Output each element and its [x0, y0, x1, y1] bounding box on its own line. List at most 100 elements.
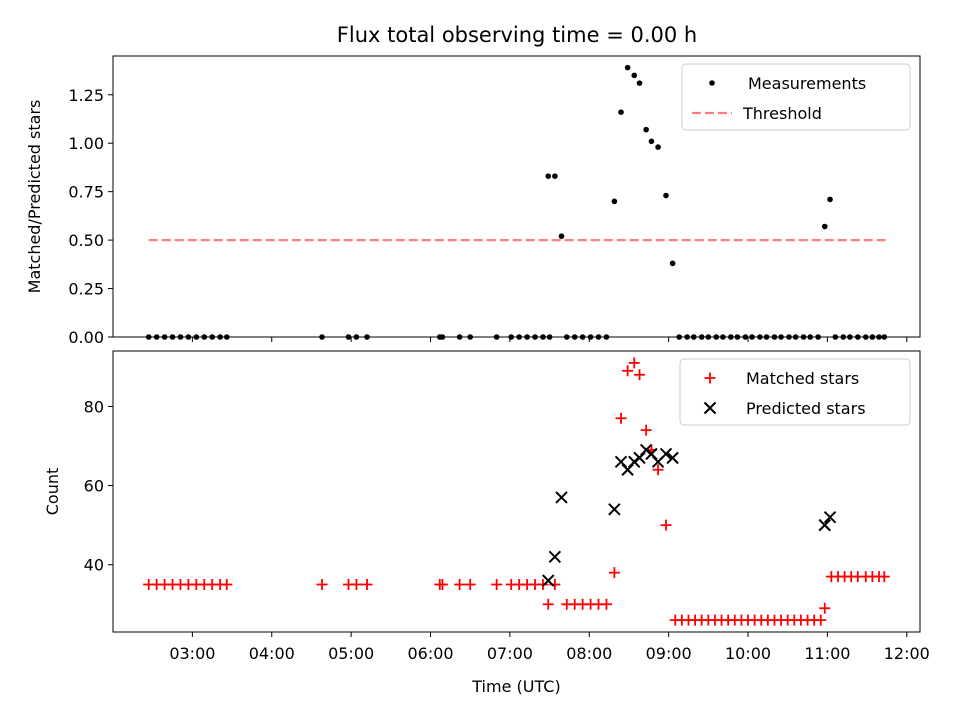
measurement-point	[698, 334, 705, 340]
matched-star-point	[622, 365, 634, 377]
legend: Matched stars Predicted stars	[679, 358, 911, 426]
measurement-point	[631, 72, 638, 79]
measurement-point	[201, 334, 208, 340]
legend-box	[679, 358, 911, 426]
x-b	[608, 503, 621, 516]
x-b	[818, 518, 831, 532]
measurement-point	[778, 334, 784, 340]
measurement-point	[558, 233, 565, 240]
measurement-point	[177, 334, 184, 340]
measurement-point	[648, 138, 655, 145]
legend-box	[681, 63, 911, 131]
measurement-point	[742, 334, 749, 340]
bottom-panel-counts: 40 60 80 03:00 04:00 05:00 06:00 07:00 08:00 09:0…	[43, 350, 930, 696]
predicted-star-point	[818, 518, 831, 532]
measurement-point	[579, 334, 586, 340]
y-axis-label: Matched/Predicted stars	[25, 100, 44, 294]
measurement-point	[603, 334, 610, 340]
measurement-point	[807, 334, 813, 340]
predicted-star-point	[542, 574, 555, 587]
matched-star-point	[634, 369, 646, 381]
legend: Measurements Threshold	[681, 63, 911, 131]
measurement-point	[705, 334, 712, 340]
x-b	[666, 451, 679, 465]
measurement-point	[223, 334, 230, 340]
measurement-point	[771, 334, 778, 340]
x-b	[645, 447, 658, 461]
measurement-point	[193, 334, 200, 340]
x-tick-label: 03:00	[169, 644, 215, 663]
measurement-point	[669, 260, 676, 267]
x-tick-label: 08:00	[566, 644, 612, 663]
matched-star-point	[600, 598, 612, 610]
measurement-point	[713, 334, 720, 340]
y-tick-label: 1.00	[68, 134, 104, 153]
measurement-point	[734, 334, 741, 340]
measurement-point	[508, 334, 515, 340]
y-tick-label: 1.25	[68, 86, 104, 105]
measurement-point	[546, 334, 553, 340]
measurement-point	[840, 334, 847, 340]
x-tick-label: 04:00	[249, 644, 295, 663]
matched-star-point	[815, 614, 827, 626]
matched-star-point	[878, 571, 890, 583]
matched-star-point	[464, 579, 476, 591]
measurement-point	[757, 334, 763, 340]
y-tick-label: 60	[84, 477, 104, 496]
measurement-point	[684, 334, 690, 340]
legend-label: Threshold	[742, 104, 822, 123]
measurement-point	[467, 334, 473, 340]
measurement-point	[847, 334, 853, 340]
measurement-point	[618, 109, 624, 115]
matched-star-point	[361, 579, 373, 591]
matched-star-point	[316, 579, 328, 591]
x-tick-label: 09:00	[646, 644, 692, 663]
matched-star-point	[660, 519, 672, 531]
measurement-point	[624, 64, 631, 71]
measurement-point	[161, 334, 168, 340]
predicted-star-point	[548, 550, 562, 564]
measurement-point	[595, 334, 602, 340]
measurement-point	[532, 334, 538, 340]
matched-star-point	[221, 579, 233, 591]
measurement-point	[209, 334, 216, 340]
measurement-point	[792, 334, 799, 340]
measurement-point	[876, 334, 882, 340]
x-tick-label: 11:00	[804, 644, 850, 663]
matched-star-point	[350, 579, 362, 591]
matched-star-point	[640, 424, 652, 436]
measurement-point	[720, 334, 726, 340]
measurement-point	[493, 334, 500, 340]
predicted-star-point	[823, 511, 837, 524]
y-tick-label: 0.50	[68, 231, 104, 250]
x-tick-label: 06:00	[407, 644, 453, 663]
measurement-point	[827, 196, 833, 203]
y-tick-label: 0.00	[68, 328, 104, 347]
predicted-star-point	[659, 447, 673, 461]
x-tick-label: 12:00	[884, 644, 930, 663]
x-b	[555, 491, 568, 504]
x-b	[614, 455, 628, 469]
measurement-point	[862, 334, 869, 340]
legend-measurement-swatch	[709, 80, 715, 86]
matched-star-point	[454, 579, 466, 591]
measurement-point	[869, 334, 876, 340]
matched-star-point	[491, 579, 503, 591]
matched-star-point	[652, 464, 664, 476]
measurement-point	[217, 334, 223, 340]
measurement-point	[815, 334, 821, 340]
x-tick-label: 10:00	[725, 644, 771, 663]
plot-frame	[112, 350, 921, 633]
measurement-point	[145, 334, 152, 340]
x-b	[823, 511, 837, 524]
measurement-point	[545, 173, 552, 179]
measurement-point	[832, 334, 839, 340]
measurement-point	[855, 334, 861, 340]
predicted-star-point	[555, 491, 568, 504]
measurement-point	[611, 198, 618, 205]
measurement-point	[800, 334, 807, 340]
measurement-point	[353, 334, 360, 340]
matched-star-point	[615, 412, 627, 424]
top-panel-measurements: 0.00 0.25 0.50 0.75 1.00 1.25 Matched/Predicte…	[25, 55, 921, 347]
